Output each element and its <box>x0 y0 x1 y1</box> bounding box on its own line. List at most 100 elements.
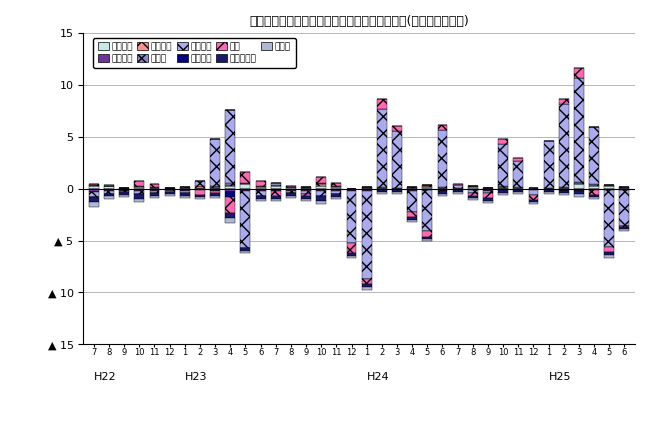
Bar <box>210 187 220 188</box>
Bar <box>104 189 114 191</box>
Bar <box>135 186 144 187</box>
Bar <box>164 191 175 192</box>
Bar <box>362 287 372 290</box>
Bar <box>392 190 402 192</box>
Bar <box>604 189 614 190</box>
Bar <box>135 187 144 189</box>
Bar <box>604 252 614 255</box>
Bar <box>543 190 554 192</box>
Bar <box>317 184 326 186</box>
Bar <box>574 67 584 78</box>
Bar <box>317 191 326 196</box>
Bar <box>317 186 326 189</box>
Bar <box>255 199 265 201</box>
Bar <box>164 192 175 194</box>
Bar <box>559 189 569 191</box>
Bar <box>210 191 220 193</box>
Bar <box>498 186 508 187</box>
Bar <box>286 187 296 189</box>
Bar <box>210 139 220 186</box>
Bar <box>226 185 235 186</box>
Bar <box>468 196 478 198</box>
Bar <box>180 187 190 188</box>
Bar <box>514 161 523 187</box>
Bar <box>528 189 538 190</box>
Bar <box>574 78 584 181</box>
Bar <box>226 110 235 183</box>
Bar <box>483 193 493 198</box>
Bar <box>408 187 417 188</box>
Bar <box>89 189 99 192</box>
Bar <box>89 184 99 185</box>
Bar <box>514 188 523 189</box>
Bar <box>377 187 387 188</box>
Bar <box>271 191 281 196</box>
Bar <box>483 188 493 189</box>
Bar <box>392 188 402 189</box>
Bar <box>498 187 508 188</box>
Bar <box>574 184 584 189</box>
Bar <box>119 191 129 192</box>
Bar <box>332 183 341 186</box>
Bar <box>437 130 447 187</box>
Bar <box>619 229 629 231</box>
Bar <box>528 202 538 204</box>
Bar <box>104 185 114 186</box>
Bar <box>346 243 356 253</box>
Bar <box>362 189 372 191</box>
Bar <box>332 191 341 194</box>
Bar <box>422 231 432 236</box>
Bar <box>422 186 432 187</box>
Bar <box>452 188 463 189</box>
Bar <box>528 195 538 200</box>
Bar <box>589 186 599 189</box>
Bar <box>468 187 478 189</box>
Bar <box>210 189 220 191</box>
Bar <box>346 189 356 191</box>
Bar <box>452 189 463 190</box>
Bar <box>528 200 538 202</box>
Bar <box>135 191 144 194</box>
Bar <box>514 189 523 190</box>
Bar <box>604 255 614 258</box>
Bar <box>240 191 250 248</box>
Bar <box>240 248 250 251</box>
Bar <box>286 191 296 193</box>
Bar <box>346 256 356 258</box>
Bar <box>589 184 599 185</box>
Bar <box>483 201 493 203</box>
Bar <box>210 188 220 189</box>
Text: H24: H24 <box>367 372 389 382</box>
Title: 三重県鉱工業生産の業種別前月比寄与度の推移(季節調整済指数): 三重県鉱工業生産の業種別前月比寄与度の推移(季節調整済指数) <box>249 15 469 28</box>
Bar <box>195 186 205 188</box>
Bar <box>150 193 159 196</box>
Bar <box>195 195 205 197</box>
Bar <box>468 198 478 200</box>
Bar <box>240 189 250 191</box>
Bar <box>89 197 99 202</box>
Bar <box>377 192 387 194</box>
Bar <box>619 190 629 226</box>
Bar <box>119 189 129 190</box>
Bar <box>422 236 432 238</box>
Bar <box>589 127 599 184</box>
Bar <box>104 186 114 189</box>
Bar <box>574 191 584 194</box>
Bar <box>210 186 220 187</box>
Bar <box>271 196 281 199</box>
Bar <box>589 189 599 190</box>
Bar <box>437 194 447 196</box>
Bar <box>468 190 478 193</box>
Bar <box>377 190 387 192</box>
Bar <box>255 187 265 189</box>
Bar <box>286 196 296 198</box>
Text: H23: H23 <box>185 372 207 382</box>
Bar <box>604 190 614 247</box>
Bar <box>422 185 432 186</box>
Bar <box>89 185 99 186</box>
Bar <box>301 196 311 199</box>
Bar <box>514 187 523 188</box>
Bar <box>255 191 265 196</box>
Bar <box>619 187 629 188</box>
Bar <box>226 197 235 213</box>
